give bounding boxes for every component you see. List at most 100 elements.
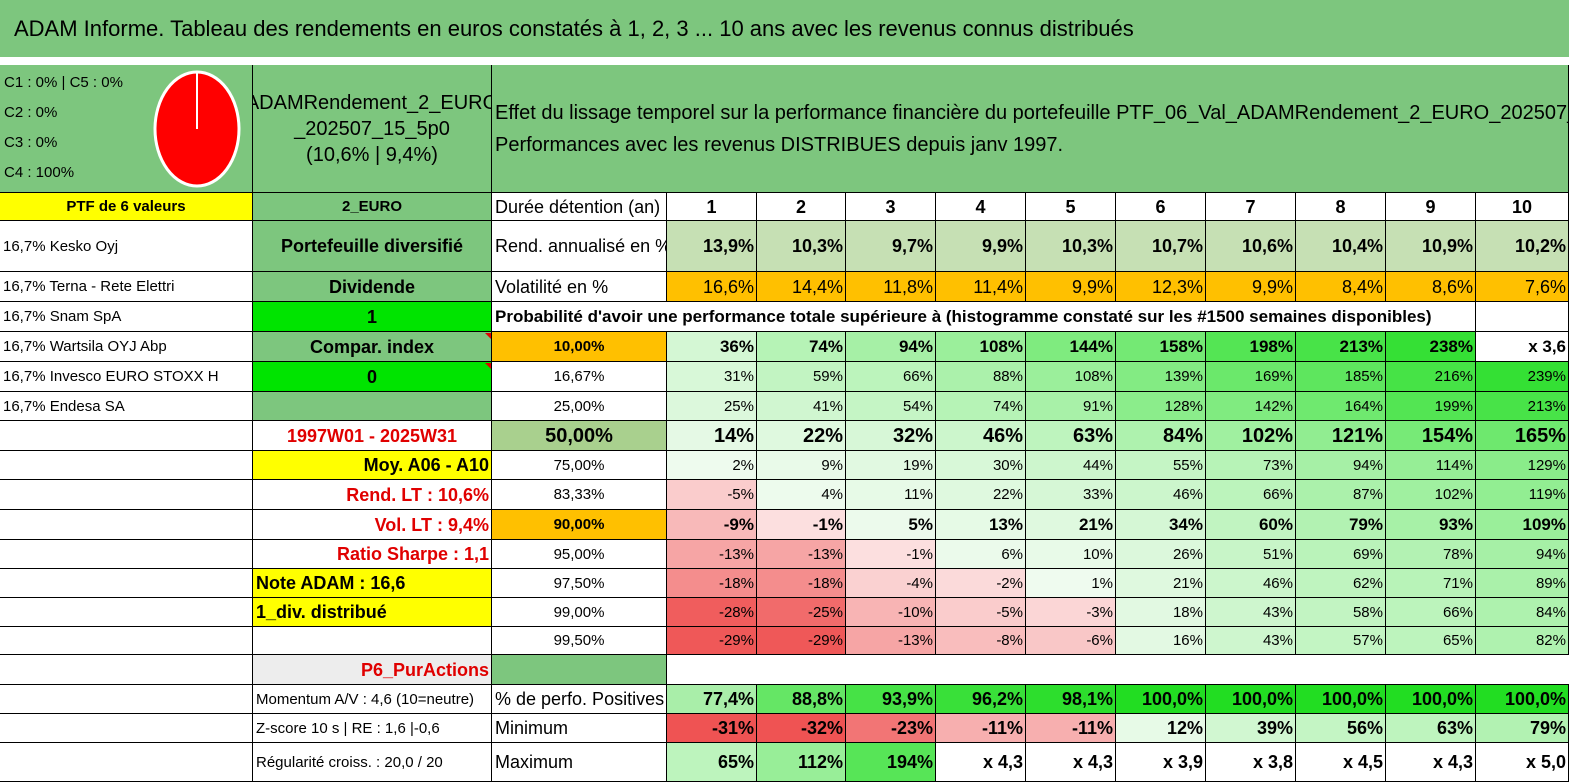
maximum-value: x 5,0 [1476,743,1569,782]
maximum-value: x 4,3 [1026,743,1116,782]
quantile-value: 216% [1386,362,1476,392]
quantile-value: 6% [936,540,1026,569]
quantile-value: 82% [1476,627,1569,655]
label-rend: Rend. annualisé en % [492,221,667,272]
quantile-value: -8% [936,627,1026,655]
quantile-value: 158% [1116,332,1206,362]
quantile-value: x 3,6 [1476,332,1569,362]
class-label: C1 : 0% | C5 : 0% [4,74,123,91]
vol-lt-label: Vol. LT : 9,4% [253,510,492,540]
dividend-label: 1_div. distribué [253,598,492,627]
vol-value: 7,6% [1476,272,1569,302]
quantile-value: 94% [846,332,936,362]
vol-value: 12,3% [1116,272,1206,302]
positives-value: 100,0% [1476,685,1569,714]
year-header: 3 [846,193,936,221]
report-title: ADAM Informe. Tableau des rendements en … [0,0,1569,60]
positives-value: 77,4% [667,685,757,714]
minimum-value: 39% [1206,714,1296,743]
empty-cell [253,627,492,655]
rend-value: 9,9% [936,221,1026,272]
quantile-value: 78% [1386,540,1476,569]
quantile-value: 121% [1296,421,1386,451]
rend-lt-label: Rend. LT : 10,6% [253,480,492,510]
positives-value: 100,0% [1206,685,1296,714]
description-line: Performances avec les revenus DISTRIBUES… [495,133,1064,156]
minimum-value: -32% [757,714,846,743]
maximum-value: 194% [846,743,936,782]
quantile-label: 50,00% [492,421,667,451]
quantile-label: 83,33% [492,480,667,510]
quantile-value: 22% [757,421,846,451]
quantile-value: 18% [1116,598,1206,627]
quantile-value: 22% [936,480,1026,510]
label-duree: Durée détention (an) [492,193,667,221]
quantile-value: 46% [1206,569,1296,598]
maximum-value: x 3,9 [1116,743,1206,782]
quantile-value: -4% [846,569,936,598]
quantile-value: 94% [1296,451,1386,480]
quantile-value: 109% [1476,510,1569,540]
quantile-value: -13% [667,540,757,569]
portfolio-code: 2_EURO [253,193,492,221]
quantile-value: 5% [846,510,936,540]
rend-value: 10,4% [1296,221,1386,272]
quantile-value: 114% [1386,451,1476,480]
description: Effet du lissage temporel sur la perform… [492,65,1569,193]
quantile-value: 21% [1026,510,1116,540]
rend-value: 13,9% [667,221,757,272]
minimum-value: 79% [1476,714,1569,743]
quantile-value: 169% [1206,362,1296,392]
vol-value: 16,6% [667,272,757,302]
quantile-value: 63% [1026,421,1116,451]
quantile-value: 66% [1386,598,1476,627]
year-header: 1 [667,193,757,221]
flag-value-0: 0 [253,362,492,392]
holding-row: 16,7% Wartsila OYJ Abp [0,332,253,362]
quantile-value: 30% [936,451,1026,480]
quantile-label: 97,50% [492,569,667,598]
portfolio-name-line: (10,6% | 9,4%) [306,143,438,166]
quantile-value: 74% [936,392,1026,421]
quantile-value: -9% [667,510,757,540]
quantile-value: -2% [936,569,1026,598]
category-label: P6_PurActions [253,655,492,685]
quantile-value: 74% [757,332,846,362]
quantile-value: 36% [667,332,757,362]
empty-cell [0,655,253,685]
quantile-value: 44% [1026,451,1116,480]
quantile-value: 62% [1296,569,1386,598]
quantile-value: 41% [757,392,846,421]
quantile-value: 89% [1476,569,1569,598]
quantile-value: 19% [846,451,936,480]
rend-value: 10,7% [1116,221,1206,272]
minimum-value: 63% [1386,714,1476,743]
quantile-label: 95,00% [492,540,667,569]
portfolio-name: ADAMRendement_2_EURO _202507_15_5p0 (10,6%… [253,65,492,193]
label-vol: Volatilité en % [492,272,667,302]
quantile-value: 239% [1476,362,1569,392]
quantile-value: 73% [1206,451,1296,480]
minimum-value: 12% [1116,714,1206,743]
year-header: 7 [1206,193,1296,221]
quantile-value: 154% [1386,421,1476,451]
quantile-value: 4% [757,480,846,510]
compar-index: Compar. index [253,332,492,362]
maximum-value: x 4,5 [1296,743,1386,782]
quantile-value: -25% [757,598,846,627]
empty-cell [0,451,253,480]
quantile-value: 66% [846,362,936,392]
quantile-value: 1% [1026,569,1116,598]
quantile-value: 198% [1206,332,1296,362]
empty-cell [1476,302,1569,332]
quantile-value: 108% [1026,362,1116,392]
quantile-value: -18% [667,569,757,598]
vol-value: 9,9% [1206,272,1296,302]
quantile-value: 25% [667,392,757,421]
quantile-value: 93% [1386,510,1476,540]
quantile-value: -13% [846,627,936,655]
positives-value: 100,0% [1296,685,1386,714]
quantile-value: 139% [1116,362,1206,392]
vol-value: 9,9% [1026,272,1116,302]
empty-cell [0,480,253,510]
